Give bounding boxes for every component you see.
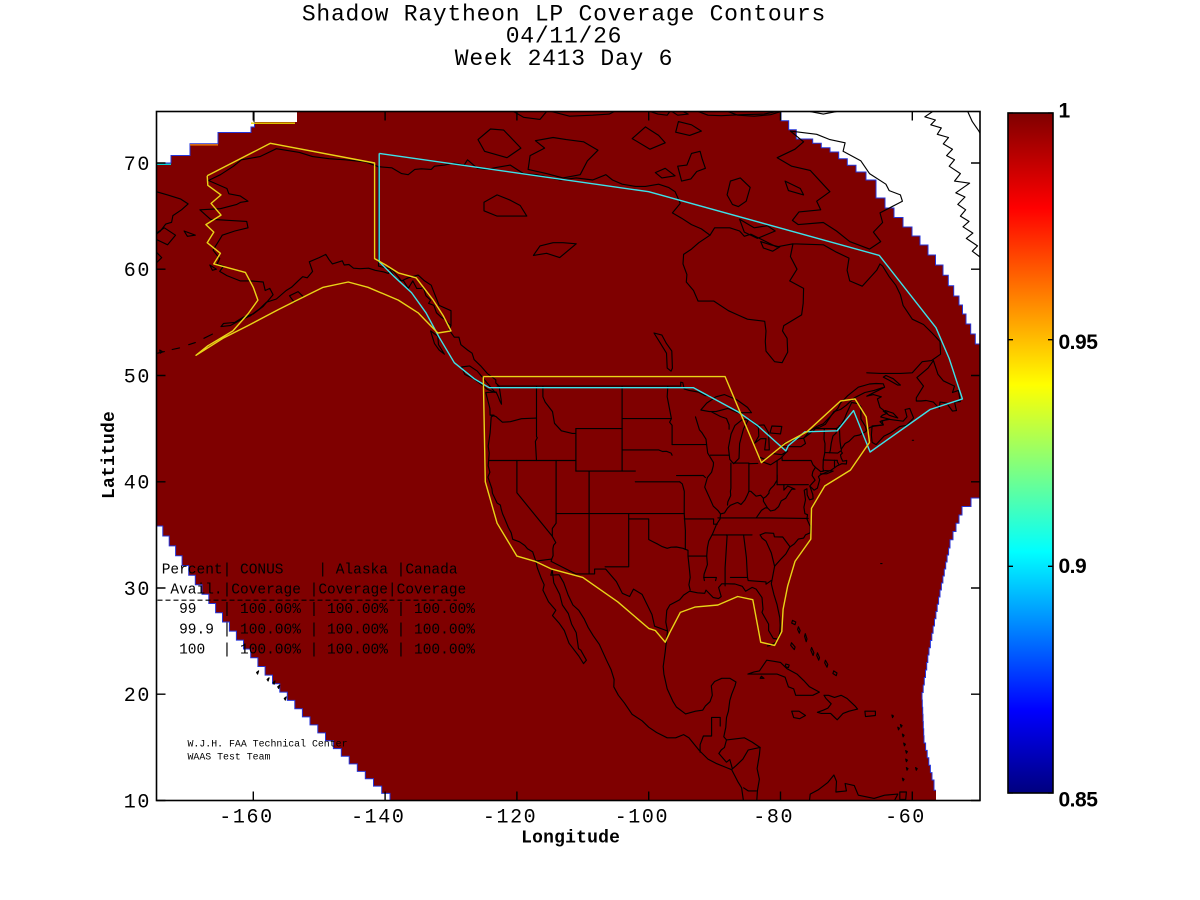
svg-text:60: 60 — [124, 260, 151, 283]
svg-text:-100: -100 — [615, 806, 669, 829]
svg-text:10: 10 — [124, 791, 151, 814]
svg-text:-60: -60 — [885, 806, 926, 829]
svg-text:Percent| CONUS | Alaska |Ca: Percent| CONUS | Alaska |Canada — [162, 562, 458, 578]
svg-text:Avail.|Coverage |Coverage|Cove: Avail.|Coverage |Coverage|Coverage — [162, 583, 467, 599]
svg-text:W.J.H. FAA Technical Center: W.J.H. FAA Technical Center — [188, 739, 348, 750]
svg-text:-80: -80 — [753, 806, 794, 829]
svg-text:30: 30 — [124, 579, 151, 602]
svg-text:-160: -160 — [219, 806, 273, 829]
svg-text:0.9: 0.9 — [1059, 555, 1087, 578]
svg-text:50: 50 — [124, 366, 151, 389]
svg-text:70: 70 — [124, 154, 151, 177]
svg-text:-140: -140 — [351, 806, 405, 829]
svg-text:Latitude: Latitude — [100, 411, 120, 499]
svg-text:0.85: 0.85 — [1059, 789, 1099, 812]
svg-text:-120: -120 — [483, 806, 537, 829]
svg-text:1: 1 — [1059, 100, 1071, 123]
svg-text:99 | 100.00% | 100.00% | 100: 99 | 100.00% | 100.00% | 100.00% — [162, 602, 476, 618]
svg-text:WAAS Test Team: WAAS Test Team — [188, 752, 271, 763]
svg-text:40: 40 — [124, 473, 151, 496]
svg-text:Shadow Raytheon LP Coverage Co: Shadow Raytheon LP Coverage Contours — [302, 1, 826, 27]
svg-text:20: 20 — [124, 685, 151, 708]
svg-text:99.9 | 100.00% | 100.00% | 100: 99.9 | 100.00% | 100.00% | 100.00% — [162, 622, 476, 638]
svg-text:04/11/26: 04/11/26 — [506, 24, 623, 50]
svg-text:Longitude: Longitude — [521, 829, 620, 849]
svg-text:Week 2413 Day 6: Week 2413 Day 6 — [455, 46, 673, 72]
svg-text:100 | 100.00% | 100.00% | 100: 100 | 100.00% | 100.00% | 100.00% — [162, 643, 476, 659]
svg-text:0.95: 0.95 — [1059, 331, 1099, 354]
